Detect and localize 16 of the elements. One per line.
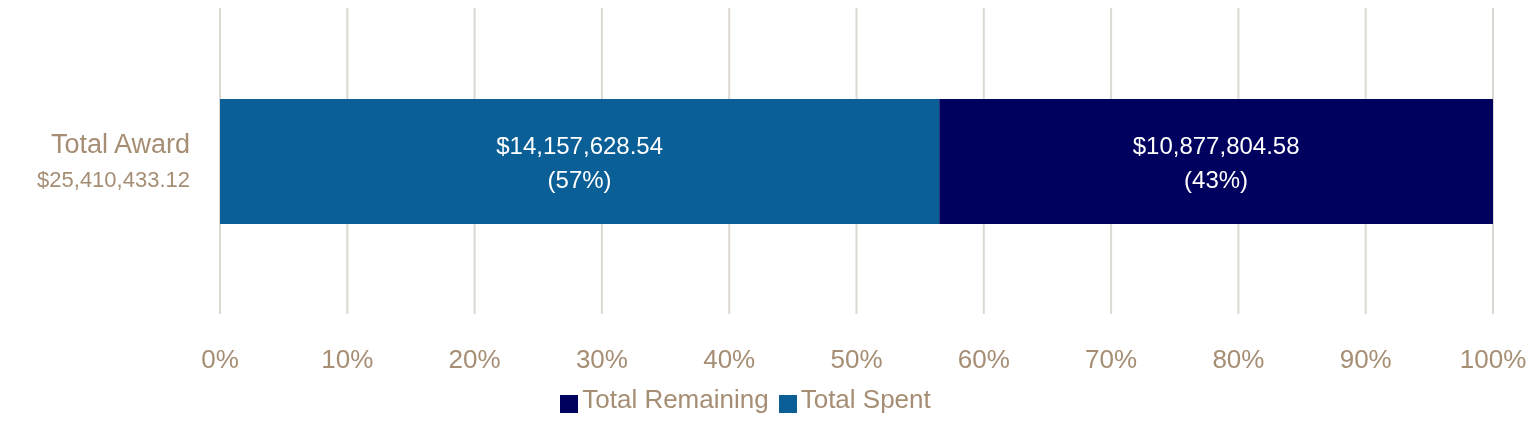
data-label: $14,157,628.54 (57%): [496, 131, 664, 193]
legend-label: Total Remaining: [582, 384, 769, 414]
x-tick-label: 10%: [321, 344, 374, 375]
x-tick-label: 30%: [575, 344, 628, 375]
x-tick-label: 70%: [1085, 344, 1138, 375]
x-tick-label: 100%: [1459, 344, 1527, 375]
x-tick-label: 50%: [830, 344, 883, 375]
data-label: $10,877,804.58 (43%): [1132, 131, 1300, 193]
x-tick-label: 0%: [201, 344, 239, 375]
x-tick-label: 20%: [448, 344, 501, 375]
y-tick-label: Total Award $25,410,433.12: [37, 129, 190, 192]
x-tick-label: 60%: [957, 344, 1010, 375]
x-tick-label: 90%: [1339, 344, 1392, 375]
legend-label: Total Spent: [800, 384, 931, 414]
x-tick-label: 80%: [1212, 344, 1265, 375]
x-tick-label: 40%: [703, 344, 756, 375]
